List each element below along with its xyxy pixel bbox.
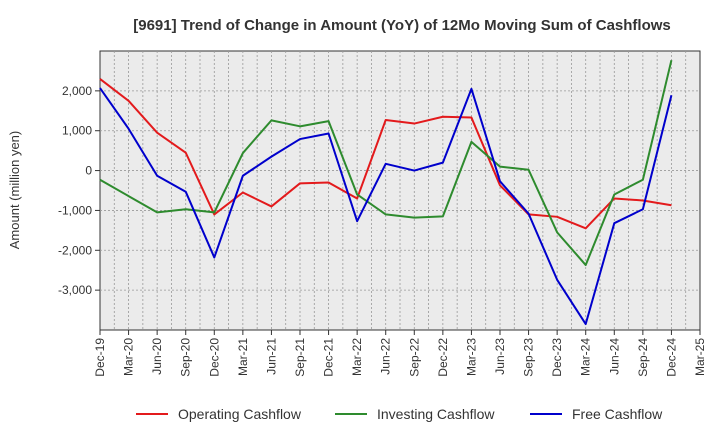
x-tick-label: Dec-20 (207, 338, 221, 377)
x-tick-label: Jun-23 (493, 338, 507, 375)
y-tick-label: 2,000 (62, 84, 92, 98)
x-tick-label: Mar-24 (579, 338, 593, 376)
x-tick-label: Sep-22 (407, 338, 421, 377)
y-axis-label: Amount (million yen) (7, 131, 22, 250)
legend: Operating Cashflow Investing Cashflow Free… (136, 406, 663, 422)
x-tick-label: Sep-23 (522, 338, 536, 377)
legend-label: Investing Cashflow (377, 406, 495, 422)
x-tick-label: Sep-24 (636, 338, 650, 377)
x-tick-label: Mar-22 (350, 338, 364, 376)
series-line-operating-cashflow (99, 78, 672, 230)
y-axis-ticks: 2,000 1,000 0 -1,000 -2,000 -3,000 (58, 84, 100, 297)
x-tick-label: Mar-23 (464, 338, 478, 376)
grid-lines (100, 51, 700, 330)
x-tick-label: Mar-21 (236, 338, 250, 376)
x-tick-label: Jun-21 (264, 338, 278, 375)
legend-label: Operating Cashflow (178, 406, 302, 422)
x-tick-label: Jun-24 (607, 338, 621, 375)
x-tick-label: Mar-25 (693, 338, 707, 376)
y-tick-label: -1,000 (58, 203, 92, 217)
x-tick-label: Sep-21 (293, 338, 307, 377)
x-tick-label: Sep-20 (179, 338, 193, 377)
y-tick-label: -3,000 (58, 283, 92, 297)
x-tick-label: Dec-21 (322, 338, 336, 377)
x-tick-label: Dec-24 (664, 338, 678, 377)
y-tick-label: 0 (85, 164, 92, 178)
series-line-investing-cashflow (99, 59, 673, 267)
legend-label: Free Cashflow (572, 406, 663, 422)
x-tick-label: Jun-22 (379, 338, 393, 375)
chart-title: [9691] Trend of Change in Amount (YoY) o… (133, 17, 671, 34)
x-tick-label: Jun-20 (150, 338, 164, 375)
series-lines (99, 59, 673, 326)
x-axis-ticks: Dec-19 Mar-20 Jun-20 Sep-20 Dec-20 Mar-21 Jun-… (93, 330, 707, 377)
y-tick-label: -2,000 (58, 243, 92, 257)
x-tick-label: Dec-23 (550, 338, 564, 377)
y-tick-label: 1,000 (62, 124, 92, 138)
x-tick-label: Mar-20 (122, 338, 136, 376)
x-tick-label: Dec-19 (93, 338, 107, 377)
x-tick-label: Dec-22 (436, 338, 450, 377)
series-line-free-cashflow (99, 87, 673, 326)
